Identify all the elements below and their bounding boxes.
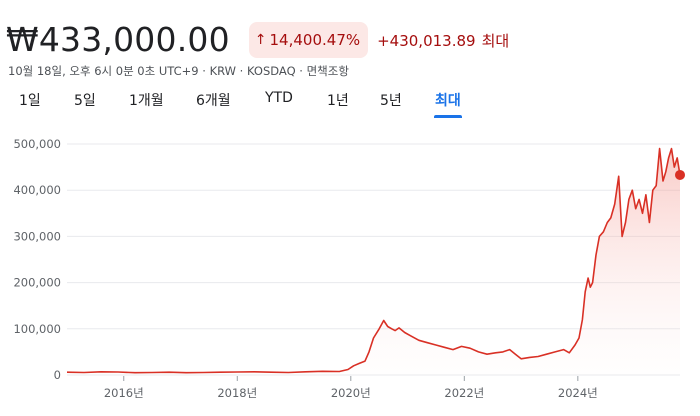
tab-1-day[interactable]: 1일 bbox=[19, 90, 41, 114]
y-tick-label: 300,000 bbox=[13, 229, 61, 243]
price-area bbox=[67, 148, 680, 375]
price-chart[interactable]: 0 100,000 200,000 300,000 400,000 500,000 201… bbox=[0, 118, 700, 416]
tab-label: 최대 bbox=[435, 93, 461, 109]
price-line bbox=[66, 147, 681, 374]
y-axis: 0 100,000 200,000 300,000 400,000 500,000 bbox=[13, 137, 61, 382]
tab-6-month[interactable]: 6개월 bbox=[196, 90, 231, 114]
price-chart-svg[interactable]: 0 100,000 200,000 300,000 400,000 500,000 201… bbox=[0, 118, 700, 416]
x-axis: 2016년 2018년 2020년 2022년 2024년 bbox=[104, 376, 598, 400]
x-tick-label: 2016년 bbox=[104, 386, 144, 400]
y-tick-label: 200,000 bbox=[13, 276, 61, 290]
tab-label: 6개월 bbox=[196, 93, 231, 109]
quote-header: ₩433,000.00 ↑ 14,400.47% +430,013.89 최대 bbox=[6, 18, 509, 62]
tab-label: 1일 bbox=[19, 93, 41, 109]
y-tick-label: 500,000 bbox=[13, 137, 61, 151]
tab-label: 5년 bbox=[380, 93, 402, 109]
tab-ytd[interactable]: YTD bbox=[265, 90, 293, 114]
x-tick-label: 2024년 bbox=[558, 386, 598, 400]
quote-meta-line: 10월 18일, 오후 6시 0분 0초 UTC+9 · KRW · KOSDA… bbox=[8, 64, 349, 78]
tab-label: 1년 bbox=[327, 93, 349, 109]
active-tab-indicator bbox=[434, 115, 462, 118]
current-price: ₩433,000.00 bbox=[6, 20, 230, 59]
y-tick-label: 0 bbox=[54, 368, 61, 382]
tab-1-month[interactable]: 1개월 bbox=[129, 90, 164, 114]
tab-5-day[interactable]: 5일 bbox=[74, 90, 96, 114]
x-tick-label: 2022년 bbox=[444, 386, 484, 400]
x-tick-label: 2018년 bbox=[217, 386, 257, 400]
absolute-change-value: +430,013.89 bbox=[377, 31, 476, 50]
percent-change-badge: ↑ 14,400.47% bbox=[248, 22, 369, 58]
tab-max[interactable]: 최대 bbox=[434, 90, 462, 118]
absolute-change: +430,013.89 최대 bbox=[377, 30, 509, 51]
y-tick-label: 400,000 bbox=[13, 183, 61, 197]
y-tick-label: 100,000 bbox=[13, 322, 61, 336]
x-tick-label: 2020년 bbox=[331, 386, 371, 400]
percent-change-value: 14,400.47% bbox=[269, 31, 361, 49]
tab-label: 1개월 bbox=[129, 93, 164, 109]
tab-5-year[interactable]: 5년 bbox=[380, 90, 402, 114]
tab-label: YTD bbox=[265, 90, 293, 106]
last-price-marker[interactable] bbox=[675, 169, 685, 180]
tab-label: 5일 bbox=[74, 93, 96, 109]
up-arrow-icon: ↑ bbox=[254, 32, 267, 48]
range-tabs: 1일 5일 1개월 6개월 YTD 1년 5년 최대 bbox=[0, 86, 700, 118]
tab-1-year[interactable]: 1년 bbox=[327, 90, 349, 114]
change-period-label: 최대 bbox=[481, 31, 510, 50]
